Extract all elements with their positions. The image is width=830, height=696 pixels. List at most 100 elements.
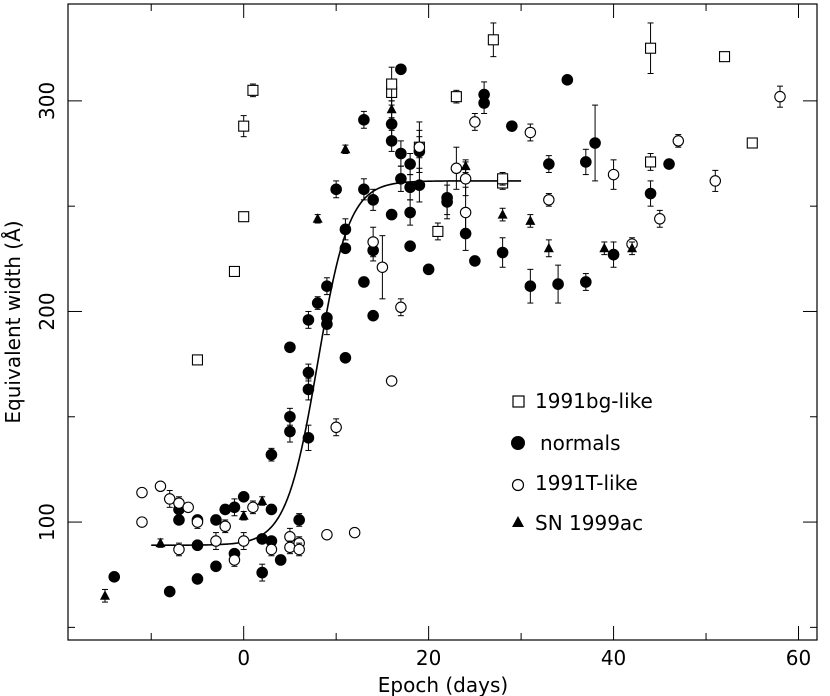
plot-frame (67, 3, 818, 641)
data-point-filled-circle (478, 97, 490, 109)
legend-label: 1991T-like (535, 471, 638, 495)
legend-entry-1991t-like: 1991T-like (511, 471, 638, 495)
data-point-open-circle (450, 162, 463, 175)
data-point-filled-circle (191, 539, 204, 552)
data-point-open-square (191, 354, 204, 366)
data-point-filled-circle (108, 571, 121, 583)
data-point-filled-circle (404, 158, 416, 170)
data-point-filled-circle (330, 183, 342, 196)
data-point-filled-circle (644, 187, 657, 200)
data-point-open-circle (774, 90, 786, 103)
data-point-filled-circle (293, 514, 305, 526)
x-axis-label: Epoch (days) (378, 673, 508, 696)
data-point-open-square (645, 42, 657, 54)
series-1991t-like (136, 85, 786, 567)
y-tick-label: 200 (35, 292, 59, 330)
data-point-open-circle (293, 543, 305, 556)
data-point-open-circle (210, 535, 222, 547)
data-point-filled-circle (367, 194, 379, 206)
legend-marker-filled-triangle (512, 516, 524, 527)
data-point-open-square (718, 51, 731, 63)
data-point-open-square (487, 34, 499, 46)
legend-entry-sn-1999ac: SN 1999ac (512, 511, 643, 535)
data-point-open-circle (367, 236, 379, 248)
y-axis-label: Equivalent width (Å) (1, 220, 25, 423)
data-point-open-square (386, 78, 398, 90)
data-point-open-circle (182, 501, 194, 514)
data-point-filled-circle (506, 120, 518, 132)
data-point-open-circle (154, 480, 167, 493)
data-point-filled-triangle (386, 103, 397, 114)
data-point-open-square (497, 173, 509, 185)
data-point-open-square (432, 225, 444, 237)
data-point-filled-triangle (238, 510, 249, 520)
legend-label: 1991bg-like (535, 389, 653, 413)
data-point-open-square (247, 84, 259, 96)
data-point-open-circle (191, 516, 204, 528)
data-point-filled-circle (321, 318, 333, 330)
data-point-filled-circle (395, 172, 407, 185)
data-point-open-circle (265, 543, 278, 556)
legend-marker-open-circle (511, 478, 525, 492)
data-point-open-circle (459, 173, 472, 185)
data-point-open-circle (330, 421, 342, 434)
plot-frame-box (67, 3, 818, 641)
data-point-filled-triangle (543, 242, 554, 253)
data-point-open-square (645, 156, 657, 168)
data-point-filled-circle (284, 341, 296, 354)
data-point-open-circle (385, 375, 398, 387)
data-point-open-circle (136, 516, 148, 528)
data-point-filled-circle (339, 242, 352, 255)
data-point-filled-triangle (525, 215, 536, 225)
data-point-open-square (746, 137, 758, 149)
data-point-filled-circle (284, 410, 296, 423)
data-point-filled-circle (589, 137, 601, 149)
data-point-filled-circle (210, 514, 222, 526)
series-sn-1999ac (99, 100, 638, 603)
data-point-open-circle (395, 301, 407, 314)
data-point-open-square (450, 91, 462, 103)
data-point-filled-circle (543, 158, 555, 170)
data-point-filled-triangle (497, 209, 508, 219)
data-point-filled-circle (302, 383, 315, 396)
data-point-filled-circle (385, 135, 398, 147)
data-point-filled-circle (311, 297, 324, 309)
data-point-filled-circle (404, 206, 416, 219)
data-point-open-circle (321, 528, 333, 541)
data-point-filled-circle (173, 514, 185, 526)
data-point-filled-circle (404, 181, 416, 194)
data-point-filled-circle (469, 255, 481, 267)
data-point-filled-circle (561, 74, 574, 86)
data-point-filled-circle (496, 246, 509, 259)
data-point-filled-circle (358, 114, 370, 126)
data-point-open-circle (654, 213, 666, 225)
data-point-open-circle (459, 206, 472, 219)
data-point-filled-triangle (155, 537, 166, 548)
data-point-open-circle (413, 141, 426, 153)
data-point-filled-circle (422, 263, 435, 276)
data-point-filled-circle (219, 503, 231, 516)
data-point-filled-circle (441, 196, 453, 208)
data-point-filled-circle (663, 158, 675, 170)
data-point-filled-circle (265, 448, 278, 461)
data-point-filled-circle (395, 63, 407, 76)
data-point-open-circle (469, 116, 481, 128)
data-point-open-circle (709, 175, 722, 187)
data-point-open-circle (524, 126, 537, 139)
data-point-open-square (228, 265, 240, 278)
data-point-open-circle (284, 531, 296, 543)
data-point-filled-triangle (340, 143, 351, 154)
data-point-filled-circle (284, 425, 296, 438)
data-point-filled-circle (256, 566, 268, 579)
legend-entry-normals: normals (511, 431, 621, 455)
y-tick-label: 100 (35, 503, 59, 541)
data-point-filled-circle (580, 156, 592, 168)
series-normals (108, 63, 675, 598)
data-point-open-square (238, 211, 250, 223)
legend-label: SN 1999ac (535, 511, 643, 535)
data-point-filled-triangle (257, 495, 268, 506)
data-point-filled-circle (265, 503, 278, 516)
data-point-filled-circle (413, 179, 426, 191)
data-point-open-circle (376, 261, 389, 273)
